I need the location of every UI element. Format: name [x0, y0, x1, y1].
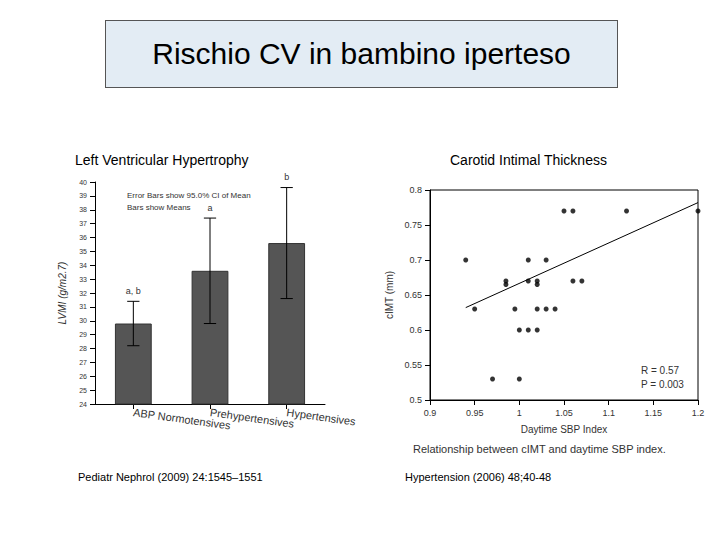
svg-text:Relationship between cIMT and: Relationship between cIMT and daytime SB…	[413, 443, 666, 455]
svg-text:34: 34	[79, 262, 87, 269]
svg-text:38: 38	[79, 206, 87, 213]
svg-text:Hypertensives: Hypertensives	[286, 406, 357, 428]
svg-text:Left Ventricular Hypertrophy: Left Ventricular Hypertrophy	[75, 152, 249, 168]
svg-text:Prehypertensives: Prehypertensives	[209, 406, 295, 430]
svg-text:0.6: 0.6	[409, 325, 422, 335]
svg-text:Pediatr Nephrol (2009) 24:1545: Pediatr Nephrol (2009) 24:1545–1551	[78, 471, 263, 483]
svg-text:29: 29	[79, 331, 87, 338]
svg-text:0.5: 0.5	[409, 395, 422, 405]
svg-text:Carotid Intimal Thickness: Carotid Intimal Thickness	[450, 152, 607, 168]
svg-text:Daytime SBP Index: Daytime SBP Index	[521, 424, 608, 435]
svg-text:1.1: 1.1	[602, 408, 615, 418]
html-text:Rischio CV in bambino iperteso: Rischio CV in bambino iperteso	[152, 37, 571, 70]
svg-text:1.2: 1.2	[692, 408, 705, 418]
svg-text:a, b: a, b	[126, 286, 141, 296]
svg-text:0.95: 0.95	[466, 408, 484, 418]
svg-text:27: 27	[79, 359, 87, 366]
svg-text:36: 36	[79, 234, 87, 241]
svg-text:0.55: 0.55	[404, 360, 422, 370]
svg-text:40: 40	[79, 179, 87, 186]
svg-text:0.75: 0.75	[404, 220, 422, 230]
svg-text:LVMI (g/m2.7): LVMI (g/m2.7)	[57, 262, 68, 325]
svg-text:0.8: 0.8	[409, 185, 422, 195]
svg-text:32: 32	[79, 290, 87, 297]
svg-text:R = 0.57: R = 0.57	[641, 365, 680, 376]
svg-text:37: 37	[79, 220, 87, 227]
svg-text:33: 33	[79, 276, 87, 283]
svg-text:Hypertension (2006) 48;40-48: Hypertension (2006) 48;40-48	[405, 471, 551, 483]
svg-text:b: b	[284, 172, 289, 182]
svg-text:cIMT (mm): cIMT (mm)	[384, 271, 395, 319]
svg-text:30: 30	[79, 317, 87, 324]
svg-text:28: 28	[79, 345, 87, 352]
svg-text:31: 31	[79, 303, 87, 310]
svg-text:0.9: 0.9	[424, 408, 437, 418]
svg-text:Bars show Means: Bars show Means	[127, 203, 191, 212]
svg-text:1.15: 1.15	[645, 408, 663, 418]
svg-text:P = 0.003: P = 0.003	[641, 379, 684, 390]
svg-text:35: 35	[79, 248, 87, 255]
svg-text:ABP Normotensives: ABP Normotensives	[132, 406, 232, 432]
svg-text:25: 25	[79, 387, 87, 394]
svg-text:Error Bars show 95.0% CI of Me: Error Bars show 95.0% CI of Mean	[127, 191, 251, 200]
svg-text:24: 24	[79, 401, 87, 408]
svg-text:a: a	[207, 203, 212, 213]
svg-text:26: 26	[79, 373, 87, 380]
svg-text:1.05: 1.05	[555, 408, 573, 418]
svg-text:1: 1	[517, 408, 522, 418]
svg-text:39: 39	[79, 192, 87, 199]
svg-text:0.65: 0.65	[404, 290, 422, 300]
svg-text:0.7: 0.7	[409, 255, 422, 265]
